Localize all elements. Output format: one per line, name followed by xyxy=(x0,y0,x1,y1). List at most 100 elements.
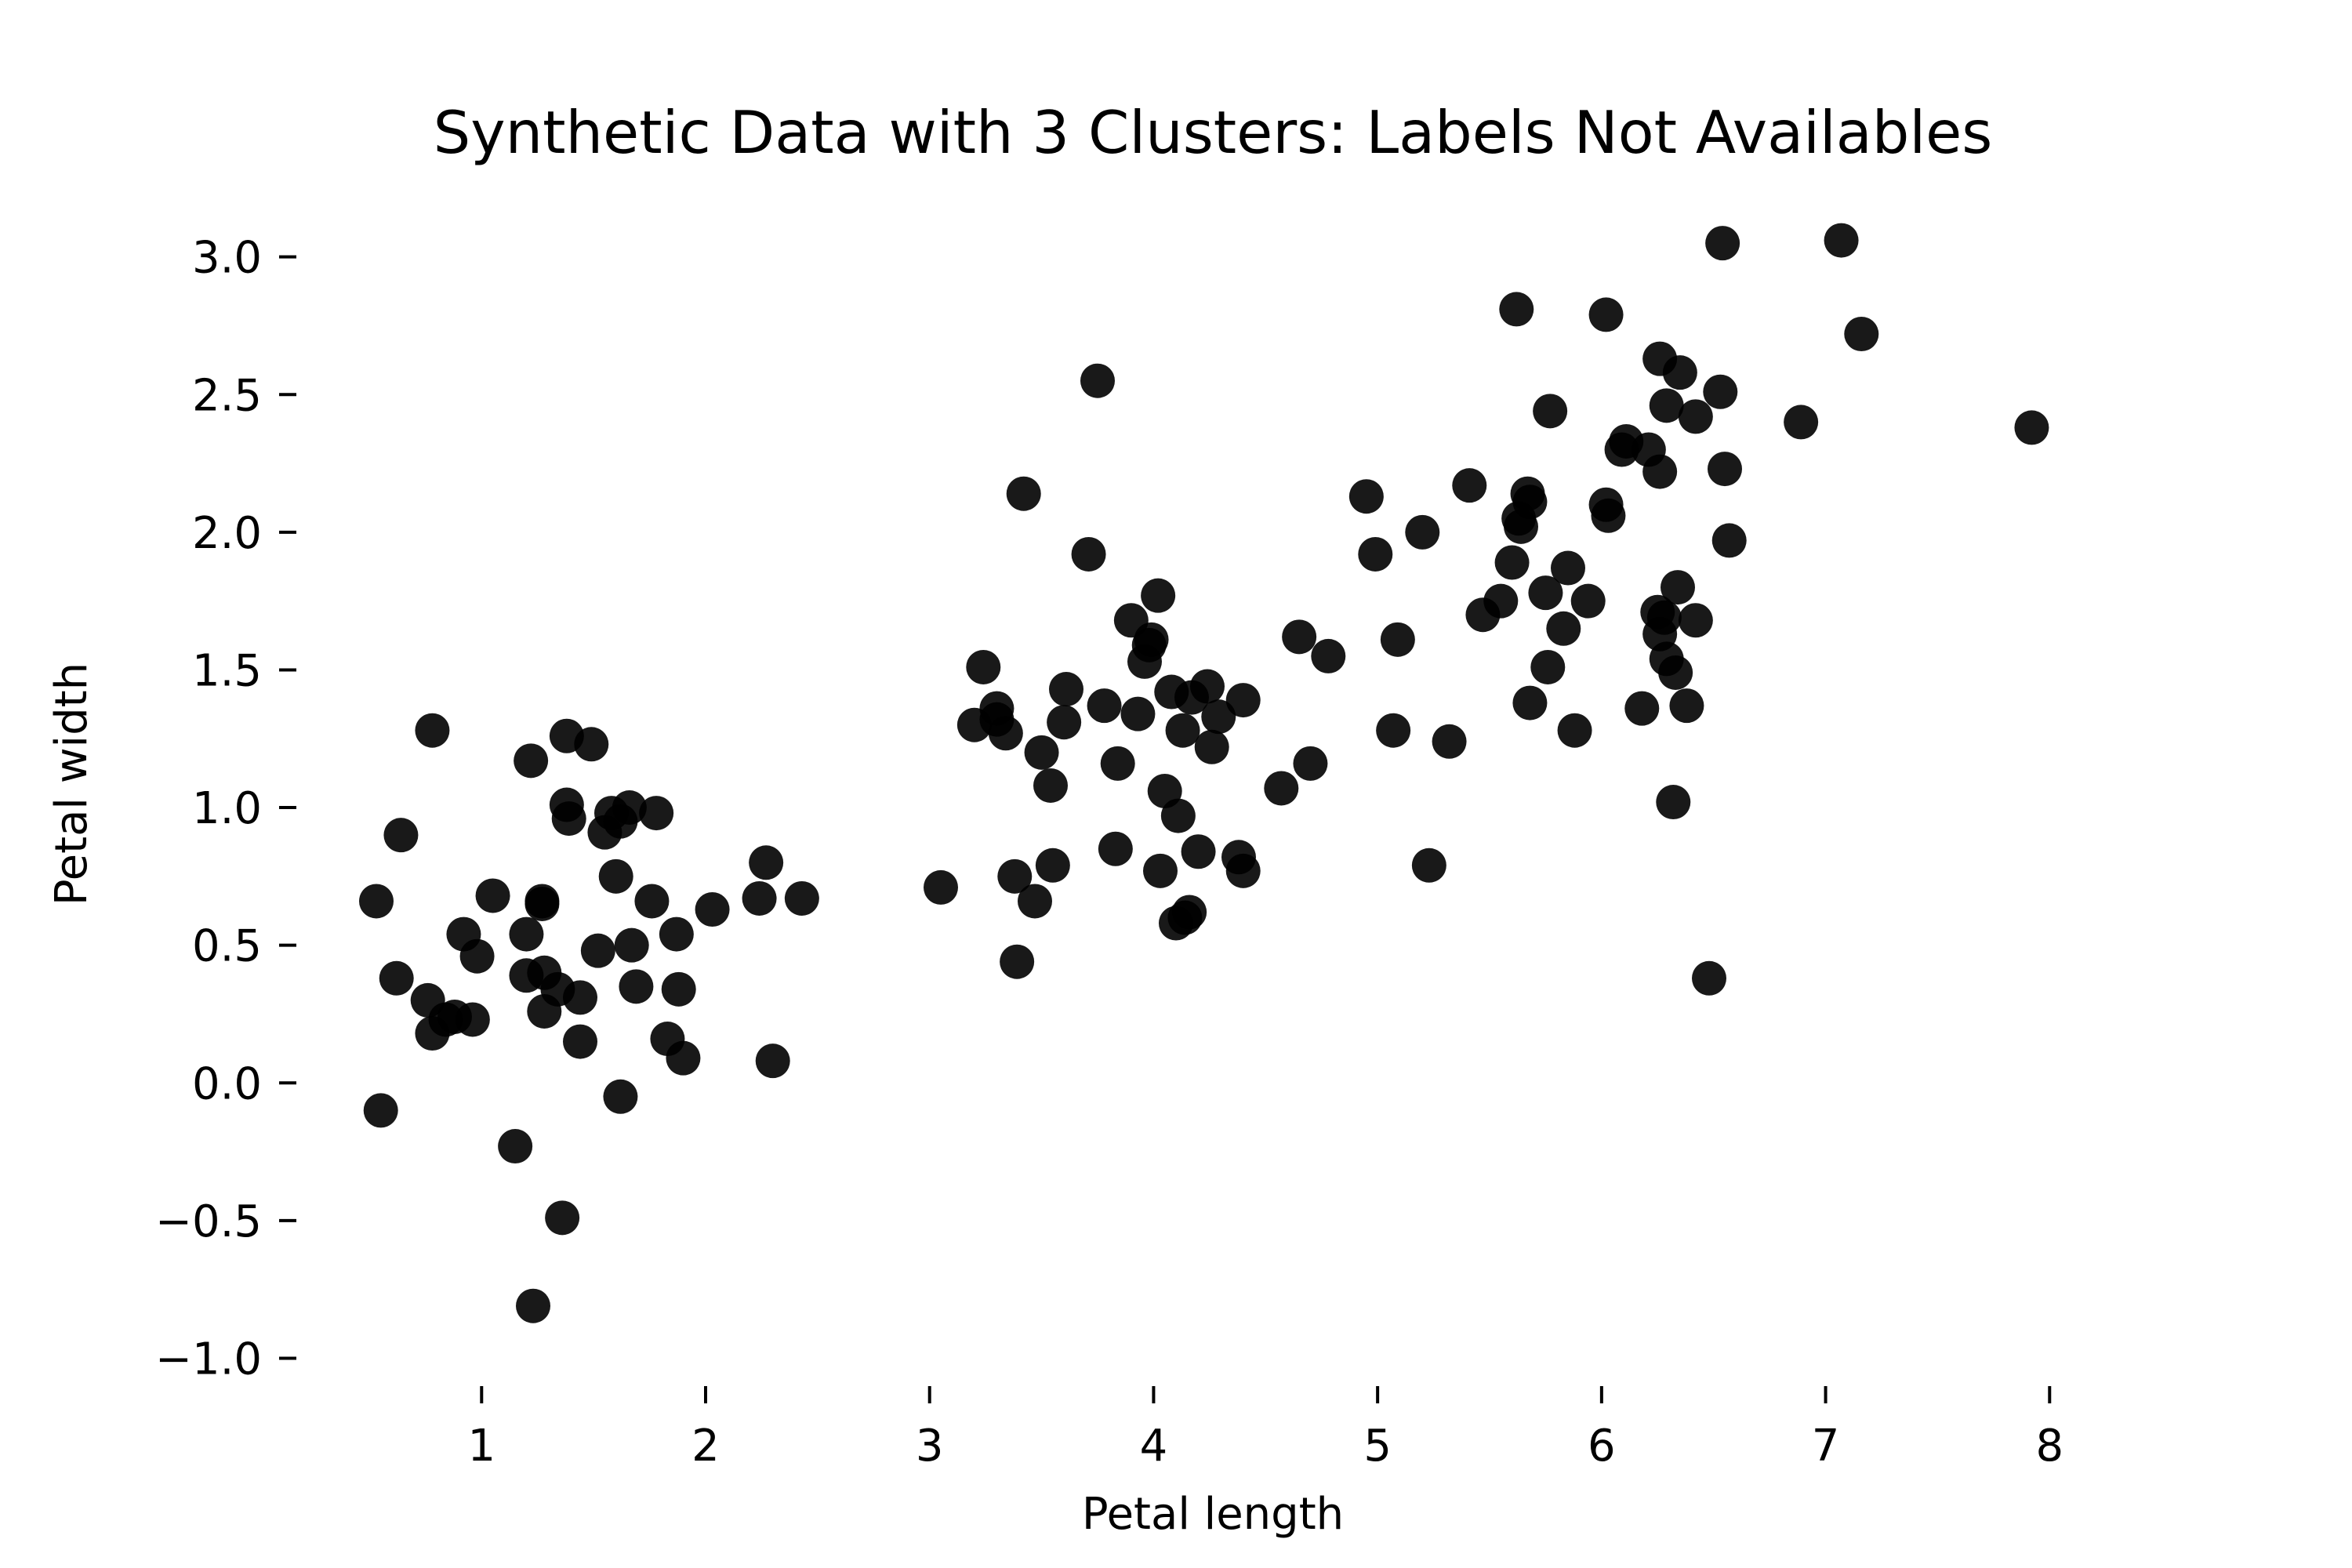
data-point xyxy=(598,858,633,894)
data-point xyxy=(1530,649,1566,684)
data-point xyxy=(1703,374,1738,409)
data-point xyxy=(1165,713,1200,748)
data-point xyxy=(1225,853,1261,888)
data-point xyxy=(1678,603,1713,638)
data-point xyxy=(1071,536,1106,572)
data-point xyxy=(1656,785,1691,820)
data-point xyxy=(659,916,694,952)
data-point xyxy=(1000,944,1035,979)
x-tick-label: 1 xyxy=(467,1421,495,1472)
data-point xyxy=(634,884,670,919)
data-point xyxy=(1194,729,1229,764)
x-tick-label: 2 xyxy=(691,1421,720,1472)
data-point xyxy=(1080,363,1115,398)
data-point xyxy=(1411,848,1446,883)
data-point xyxy=(563,1024,597,1059)
data-point xyxy=(2014,410,2049,445)
data-point xyxy=(580,933,615,968)
data-points xyxy=(359,223,2049,1323)
data-point xyxy=(1049,672,1083,707)
data-point xyxy=(742,880,777,916)
y-tick-label: 0.5 xyxy=(192,921,262,972)
data-point xyxy=(359,884,394,919)
data-point xyxy=(1824,223,1859,258)
data-point xyxy=(1669,688,1704,724)
data-point xyxy=(1172,895,1207,930)
data-point xyxy=(1546,611,1581,646)
x-tick-label: 5 xyxy=(1363,1421,1392,1472)
data-point xyxy=(1533,394,1568,429)
data-point xyxy=(455,1002,490,1037)
data-point xyxy=(545,1200,580,1236)
data-point xyxy=(1380,622,1415,657)
data-point xyxy=(1293,746,1328,781)
data-point xyxy=(1844,317,1879,352)
data-point xyxy=(1649,388,1684,423)
data-point xyxy=(1591,498,1626,533)
data-point xyxy=(1047,705,1082,740)
data-point xyxy=(1557,713,1592,748)
data-point xyxy=(695,892,730,927)
data-point xyxy=(1499,292,1534,327)
data-point xyxy=(1528,575,1563,611)
data-point xyxy=(666,1040,701,1076)
data-point xyxy=(415,713,450,748)
data-point xyxy=(516,1288,550,1323)
x-tick-label: 4 xyxy=(1140,1421,1168,1472)
y-tick-label: 3.0 xyxy=(192,233,262,284)
data-point xyxy=(1646,600,1682,635)
data-point xyxy=(1282,619,1317,655)
data-point xyxy=(988,716,1023,751)
data-point xyxy=(1190,669,1225,704)
x-axis-ticks: 1 2 3 4 5 6 7 8 xyxy=(467,1386,2063,1472)
data-point xyxy=(1405,514,1440,550)
data-point xyxy=(1181,834,1216,869)
data-point xyxy=(1311,638,1346,673)
data-point xyxy=(784,880,819,916)
x-tick-label: 6 xyxy=(1588,1421,1616,1472)
data-point xyxy=(1225,683,1261,718)
x-axis-label: Petal length xyxy=(1082,1489,1344,1540)
data-point xyxy=(1494,545,1530,580)
data-point xyxy=(1784,405,1819,440)
data-point xyxy=(619,969,654,1004)
y-tick-label: 2.5 xyxy=(192,370,262,421)
data-point xyxy=(603,1079,638,1114)
data-point xyxy=(1033,768,1068,803)
data-point xyxy=(755,1044,790,1079)
data-point xyxy=(997,858,1033,894)
data-point xyxy=(749,845,784,880)
y-tick-label: 0.0 xyxy=(192,1058,262,1109)
data-point xyxy=(1134,622,1169,657)
chart-title: Synthetic Data with 3 Clusters: Labels N… xyxy=(434,98,1993,167)
data-point xyxy=(1087,688,1122,724)
data-point xyxy=(1551,550,1585,586)
data-point xyxy=(363,1093,398,1128)
data-point xyxy=(1705,226,1740,261)
data-point xyxy=(498,1129,533,1164)
data-point xyxy=(1642,454,1678,489)
data-point xyxy=(1348,479,1384,514)
data-point xyxy=(1692,960,1726,996)
y-axis-ticks: −1.0 −0.5 0.0 0.5 1.0 1.5 2.0 2.5 3.0 xyxy=(155,233,296,1385)
x-tick-label: 7 xyxy=(1812,1421,1840,1472)
data-point xyxy=(1006,476,1041,511)
data-point xyxy=(459,938,495,974)
data-point xyxy=(1035,848,1070,883)
y-tick-label: −0.5 xyxy=(155,1196,262,1247)
data-point xyxy=(1678,399,1713,434)
data-point xyxy=(1452,468,1487,503)
y-axis-label: Petal width xyxy=(46,662,97,906)
data-point xyxy=(1024,735,1059,770)
data-point xyxy=(1100,746,1135,781)
data-point xyxy=(1711,523,1747,558)
data-point xyxy=(1624,691,1660,726)
data-point xyxy=(1264,771,1299,806)
x-tick-label: 8 xyxy=(2035,1421,2063,1472)
data-point xyxy=(1662,355,1697,390)
data-point xyxy=(509,916,544,952)
data-point xyxy=(1570,583,1606,619)
y-tick-label: 2.0 xyxy=(192,508,262,559)
